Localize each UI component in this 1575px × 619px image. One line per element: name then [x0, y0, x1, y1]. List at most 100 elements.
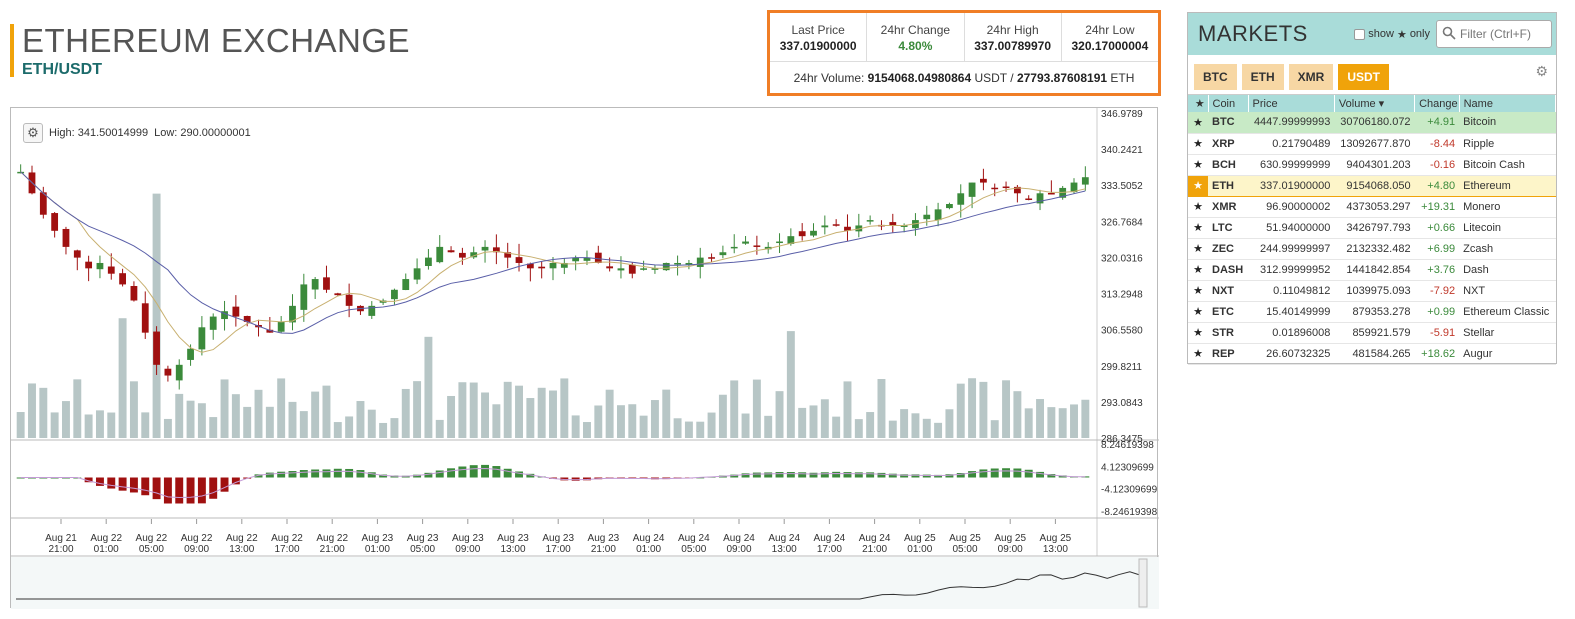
star-icon[interactable]: ★ — [1188, 174, 1208, 197]
table-row[interactable]: ★ ZEC 244.99999997 2132332.482 +6.99 Zcash — [1188, 238, 1556, 260]
macd-bar — [16, 477, 25, 479]
time-label-date: Aug 23 — [588, 533, 620, 544]
candle-body — [923, 214, 931, 220]
candle-body — [1070, 182, 1078, 193]
table-row[interactable]: ★ XRP 0.21790489 13092677.870 -8.44 Ripple — [1188, 133, 1556, 155]
chart-canvas[interactable]: 346.9789 340.2421 333.5052 326.7684 320.0316… — [11, 108, 1159, 609]
star-icon[interactable]: ★ — [1188, 133, 1208, 155]
volume-bar — [1013, 391, 1022, 438]
macd-tick-label: 8.24619398 — [1101, 440, 1154, 451]
time-label-date: Aug 22 — [90, 533, 122, 544]
column-volume[interactable]: Volume ▾ — [1334, 95, 1416, 112]
table-row[interactable]: ★ STR 0.01896008 859921.579 -5.91 Stellar — [1188, 322, 1556, 344]
candle-body — [39, 192, 47, 215]
chart-settings-gear-icon[interactable]: ⚙ — [23, 123, 43, 143]
star-icon[interactable]: ★ — [1188, 112, 1208, 134]
market-tabs: BTC ETH XMR USDT ⚙ — [1188, 55, 1556, 95]
show-label: show — [1368, 28, 1394, 40]
candle-body — [119, 273, 126, 285]
volume-bar — [696, 421, 705, 438]
table-row[interactable]: ★ BTC 4447.99999993 30706180.072 +4.91 Bitcoi… — [1188, 112, 1556, 134]
volume-bar — [163, 418, 172, 438]
table-row[interactable]: ★ ETH 337.01900000 9154068.050 +4.80 Ethereum — [1188, 174, 1556, 197]
candle-body — [742, 241, 749, 244]
candle-body — [832, 224, 840, 226]
star-icon[interactable]: ★ — [1188, 301, 1208, 323]
show-starred-checkbox[interactable] — [1354, 28, 1366, 40]
candle-body — [651, 268, 659, 270]
star-icon[interactable]: ★ — [1188, 196, 1208, 218]
table-row[interactable]: ★ LTC 51.94000000 3426797.793 +0.66 Litecoin — [1188, 217, 1556, 239]
volume-bar — [549, 390, 557, 438]
time-label-date: Aug 22 — [316, 533, 348, 544]
change-stat: 24hr Change 4.80% — [867, 13, 965, 61]
macd-bar — [526, 473, 535, 478]
column-coin[interactable]: Coin — [1208, 95, 1249, 112]
volume-cell: 2132332.482 — [1334, 238, 1415, 260]
star-column-header[interactable]: ★ — [1188, 95, 1209, 112]
candle-body — [855, 225, 863, 232]
volume-bar — [1036, 399, 1044, 438]
time-label-hour: 05:00 — [139, 544, 164, 555]
star-icon[interactable]: ★ — [1188, 217, 1208, 239]
low-stat: 24hr Low 320.17000004 — [1062, 13, 1158, 61]
volume-bar — [129, 381, 138, 438]
tab-xmr[interactable]: XMR — [1288, 64, 1334, 90]
candle-body — [821, 225, 829, 228]
candle-body — [685, 262, 693, 265]
table-row[interactable]: ★ BCH 630.99999999 9404301.203 -0.16 Bitcoin … — [1188, 154, 1556, 176]
filter-input[interactable]: Filter (Ctrl+F) — [1436, 20, 1552, 48]
macd-bar — [911, 474, 920, 478]
star-icon[interactable]: ★ — [1188, 154, 1208, 176]
price-chart[interactable]: 346.9789 340.2421 333.5052 326.7684 320.0316… — [10, 107, 1159, 609]
column-name[interactable]: Name — [1459, 95, 1557, 112]
candle-body — [844, 226, 851, 231]
star-icon[interactable]: ★ — [1188, 343, 1208, 365]
tab-eth[interactable]: ETH — [1241, 64, 1284, 90]
pair-label: ETH/USDT — [22, 61, 102, 78]
table-row[interactable]: ★ DASH 312.99999952 1441842.854 +3.76 Dash — [1188, 259, 1556, 281]
table-row[interactable]: ★ ETC 15.40149999 879353.278 +0.99 Ethereum C… — [1188, 301, 1556, 323]
change-cell: +18.62 — [1414, 343, 1460, 365]
tab-btc[interactable]: BTC — [1194, 64, 1237, 90]
volume-bar — [299, 411, 308, 438]
candle-body — [957, 193, 965, 205]
price-tick-label: 346.9789 — [1101, 109, 1143, 120]
column-change[interactable]: Change — [1414, 95, 1460, 112]
macd-bar — [277, 471, 286, 478]
price-cell: 51.94000000 — [1248, 217, 1335, 239]
volume-bar — [492, 404, 501, 438]
table-row[interactable]: ★ REP 26.60732325 481584.265 +18.62 Augur — [1188, 343, 1556, 365]
star-icon[interactable]: ★ — [1188, 322, 1208, 344]
star-icon[interactable]: ★ — [1188, 259, 1208, 281]
volume-bar — [458, 382, 467, 438]
show-starred-toggle[interactable]: show ★ only — [1354, 28, 1430, 41]
macd-bar — [854, 472, 863, 478]
macd-bar — [888, 473, 897, 478]
table-row[interactable]: ★ XMR 96.90000002 4373053.297 +19.31 Monero — [1188, 196, 1556, 218]
candle-body — [17, 171, 25, 174]
navigator-bg — [11, 557, 1159, 609]
candle-body — [266, 329, 274, 333]
ma-fast-line — [20, 171, 1086, 353]
eth-unit: ETH — [1110, 71, 1135, 85]
table-row[interactable]: ★ NXT 0.11049812 1039975.093 -7.92 NXT — [1188, 280, 1556, 302]
candle-body — [798, 231, 806, 237]
volume-bar — [628, 404, 637, 438]
macd-bar — [934, 474, 943, 478]
time-label-hour: 01:00 — [907, 544, 932, 555]
name-cell: Stellar — [1459, 322, 1556, 344]
coin-cell: XMR — [1208, 196, 1248, 218]
markets-gear-icon[interactable]: ⚙ — [1535, 63, 1548, 79]
star-icon[interactable]: ★ — [1188, 280, 1208, 302]
macd-bar — [447, 468, 456, 478]
coin-cell: BCH — [1208, 154, 1248, 176]
volume-bar — [1070, 404, 1078, 438]
volume-bar — [718, 394, 727, 438]
star-icon[interactable]: ★ — [1188, 238, 1208, 260]
volume-bar — [594, 405, 603, 438]
candle-body — [1081, 177, 1089, 185]
volume-bar — [62, 401, 70, 438]
column-price[interactable]: Price — [1248, 95, 1335, 112]
tab-usdt[interactable]: USDT — [1338, 64, 1390, 90]
